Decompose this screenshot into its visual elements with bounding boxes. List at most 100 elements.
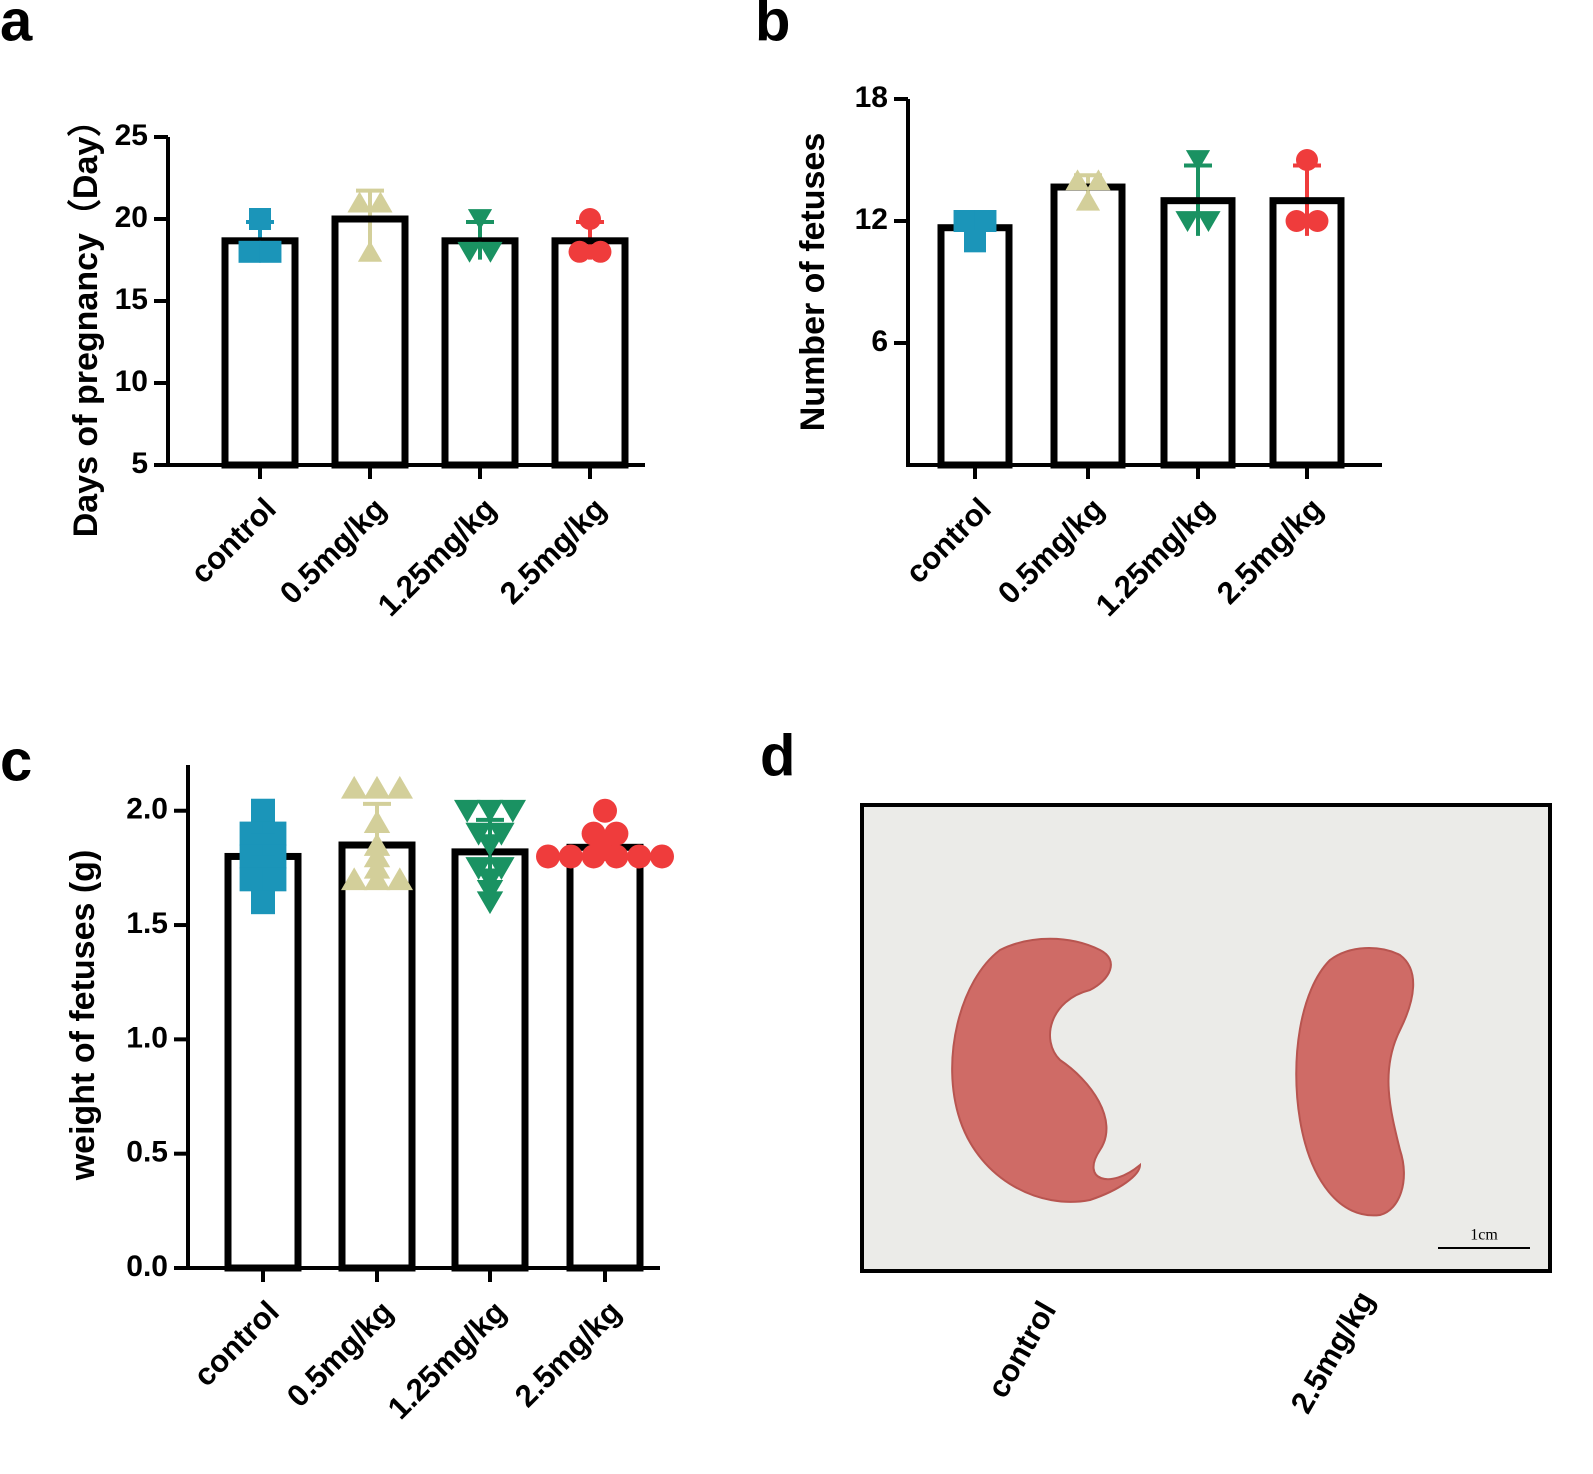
point [238, 240, 261, 263]
point [627, 844, 652, 869]
panel-letter: c [0, 728, 32, 793]
y-tick-label: 6 [871, 325, 888, 358]
y-tick-label: 25 [115, 119, 148, 152]
x-tick-label: 0.5mg/kg [273, 491, 393, 611]
point [488, 857, 515, 880]
y-tick-label: 12 [855, 203, 888, 236]
point [454, 799, 481, 823]
point [1086, 169, 1111, 191]
photo-content [951, 937, 1530, 1249]
x-tick-label: 2.5mg/kg [1210, 491, 1330, 611]
point [368, 191, 393, 213]
point [341, 867, 368, 891]
point [1296, 149, 1318, 171]
x-tick-label: 1.25mg/kg [1089, 491, 1221, 623]
point [465, 857, 492, 880]
y-tick-label: 1.5 [126, 907, 168, 940]
point [1285, 210, 1308, 232]
panel-letter: a [0, 0, 33, 53]
x-tick-label: control [184, 491, 283, 590]
y-axis-title: weight of fetuses (g) [64, 850, 102, 1182]
panel-letter: d [760, 723, 795, 788]
point [964, 230, 986, 253]
x-tick-label: 2.5mg/kg [508, 1294, 628, 1414]
y-tick-label: 1.0 [126, 1021, 168, 1054]
point [581, 844, 606, 869]
y-tick-label: 20 [115, 201, 148, 234]
bar [224, 852, 302, 1272]
point [1196, 211, 1221, 232]
x-tick-label: 2.5mg/kg [493, 491, 613, 611]
bar [221, 237, 299, 469]
point [568, 240, 591, 263]
point [589, 240, 612, 263]
point [239, 867, 264, 892]
scale-bar-label: 1cm [1470, 1227, 1498, 1244]
point [488, 822, 515, 846]
point [953, 210, 976, 232]
x-tick-label: control [187, 1294, 286, 1393]
point [650, 844, 674, 869]
bar [551, 237, 629, 469]
x-tick-label: 0.5mg/kg [280, 1294, 400, 1414]
y-tick-label: 0.0 [126, 1250, 168, 1283]
point [1075, 189, 1101, 211]
y-tick-label: 18 [855, 81, 888, 114]
point [1306, 210, 1329, 232]
point [357, 240, 383, 262]
y-tick-label: 0.5 [126, 1136, 168, 1169]
point [974, 210, 997, 232]
point [457, 241, 482, 263]
point [1185, 150, 1211, 171]
point [259, 240, 282, 263]
point [363, 855, 391, 879]
point [467, 209, 493, 230]
panel-letter: b [755, 0, 790, 53]
y-tick-label: 10 [115, 365, 148, 398]
point [251, 890, 275, 915]
point [579, 208, 601, 230]
bar [338, 841, 416, 1272]
point [1065, 169, 1090, 191]
point [558, 844, 583, 869]
photo-label: control [980, 1295, 1063, 1403]
x-tick-label: 1.25mg/kg [371, 491, 503, 623]
point [536, 844, 560, 869]
y-axis-title: Days of pregnancy（Day） [66, 103, 105, 538]
point [363, 810, 391, 833]
y-tick-label: 2.0 [126, 793, 168, 826]
point [476, 868, 504, 892]
point [593, 798, 617, 823]
y-tick-label: 5 [131, 447, 148, 480]
bar [1160, 197, 1236, 469]
point [363, 867, 391, 891]
point [478, 241, 503, 263]
point [249, 208, 271, 230]
point [604, 844, 629, 869]
point [251, 798, 275, 823]
point [499, 799, 526, 823]
point [363, 775, 391, 799]
bar [451, 848, 529, 1272]
bar [1269, 197, 1345, 469]
point [262, 867, 287, 892]
bar [937, 224, 1013, 469]
y-tick-label: 15 [115, 283, 148, 316]
point [476, 891, 504, 915]
point [386, 867, 413, 891]
point [363, 844, 391, 868]
bar [441, 237, 519, 469]
point [341, 775, 368, 799]
x-tick-label: 0.5mg/kg [991, 491, 1111, 611]
point [363, 833, 391, 856]
point [476, 799, 504, 823]
point [347, 191, 372, 213]
bar [566, 843, 644, 1272]
photo-label: 2.5mg/kg [1284, 1285, 1382, 1419]
y-axis-title: Number of fetuses [794, 133, 832, 432]
x-tick-label: 1.25mg/kg [381, 1294, 513, 1426]
point [476, 879, 504, 903]
point [465, 822, 492, 846]
x-tick-label: control [899, 491, 998, 590]
